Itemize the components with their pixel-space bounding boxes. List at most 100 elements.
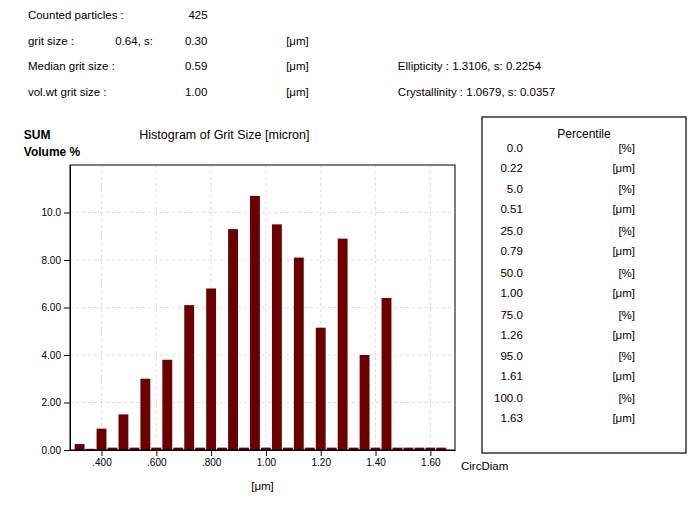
header-text: 0.30 (185, 35, 207, 47)
tick-label: 4.00 (42, 350, 62, 361)
grid (70, 165, 455, 450)
tick: .400 (92, 450, 112, 468)
header-text: grit size : (28, 35, 74, 47)
grid-line-y (70, 355, 455, 356)
tick: 4.00 (42, 350, 70, 361)
header-text: 0.64, s: (115, 35, 153, 47)
tick: 0.00 (42, 445, 70, 456)
grid-line-x (430, 165, 431, 450)
table-cell: 75.0 (500, 309, 522, 321)
table-frame (482, 117, 686, 453)
grid-line-y (70, 402, 455, 403)
grid-line-x (375, 165, 376, 450)
table-cell: [μm] (612, 370, 635, 382)
table-cell: [μm] (612, 287, 635, 299)
header-text: Counted particles : (28, 9, 124, 21)
tick-label: .400 (92, 457, 112, 468)
percentile-table: Percentile0.0[%]0.22[μm]5.0[%]0.51[μm]25… (482, 117, 686, 453)
axis-domain (71, 450, 456, 451)
header-text: [μm] (286, 86, 309, 98)
bar (338, 239, 348, 450)
tick-label: 1.00 (257, 457, 277, 468)
x-label: [μm] (251, 480, 274, 492)
tick: 10.0 (42, 207, 70, 218)
bar (382, 298, 392, 450)
x-axis: .400.600.8001.001.201.401.60 (71, 450, 456, 468)
tick-mark (64, 260, 70, 261)
bar (140, 379, 150, 450)
annotation: SUM (24, 128, 51, 142)
grid-line-x (101, 165, 102, 450)
tick-mark (321, 450, 322, 456)
tick-label: .800 (202, 457, 222, 468)
tick-label: 8.00 (42, 255, 62, 266)
tick-mark (376, 450, 377, 456)
table-cell: 0.22 (500, 162, 522, 174)
grid-line-x (156, 165, 157, 450)
bar (206, 289, 216, 451)
header-text: [μm] (286, 35, 309, 47)
header-text: vol.wt grit size : (28, 86, 107, 98)
y-label: Volume % (24, 145, 81, 159)
table-cell: 95.0 (500, 350, 522, 362)
tick-mark (64, 308, 70, 309)
table-cell: 0.0 (507, 142, 523, 154)
table-cell: 1.26 (500, 329, 522, 341)
tick-mark (64, 450, 70, 451)
grid-line-x (265, 165, 266, 450)
table-cell: 1.00 (500, 287, 522, 299)
table-cell: 25.0 (500, 225, 522, 237)
tick-label: 2.00 (42, 397, 62, 408)
table-cell: [%] (618, 142, 635, 154)
y-axis: 0.00 2.00 4.00 6.00 8.00 10.0 (42, 166, 71, 456)
tick-mark (64, 355, 70, 356)
tick-mark (156, 450, 157, 456)
tick-mark (211, 450, 212, 456)
table-cell: [%] (618, 183, 635, 195)
table-cell: [μm] (612, 162, 635, 174)
table-cell: [%] (618, 309, 635, 321)
table-cell: [%] (618, 267, 635, 279)
header-text: 0.59 (185, 60, 207, 72)
header: Counted particles :425grit size :0.64, s… (28, 9, 555, 98)
tick: 1.40 (366, 450, 386, 468)
header-text: Crystallinity : 1.0679, s: 0.0357 (398, 86, 555, 98)
axis-domain (70, 166, 71, 451)
tick-mark (64, 213, 70, 214)
tick: .600 (147, 450, 167, 468)
bar (119, 414, 129, 450)
tick-mark (430, 450, 431, 456)
tick: 6.00 (42, 302, 70, 313)
bar (272, 224, 282, 450)
bar (294, 258, 304, 450)
bar (184, 305, 194, 450)
tick-mark (102, 450, 103, 456)
tick-label: 6.00 (42, 302, 62, 313)
bar (162, 360, 172, 450)
tick-label: 10.0 (42, 207, 62, 218)
tick-label: 0.00 (42, 445, 62, 456)
title: Histogram of Grit Size [micron] (139, 128, 309, 142)
table-cell: [%] (618, 225, 635, 237)
bar (97, 429, 107, 450)
bar (316, 328, 326, 450)
bar (250, 196, 260, 450)
grid-line-y (70, 307, 455, 308)
table-cell: 0.51 (500, 203, 522, 215)
table-cell: [μm] (612, 203, 635, 215)
table-cell: 1.61 (500, 370, 522, 382)
table-cell: 100.0 (494, 392, 523, 404)
annotation: CircDiam (461, 460, 508, 472)
tick-mark (266, 450, 267, 456)
table-cell: [%] (618, 392, 635, 404)
header-text: [μm] (286, 60, 309, 72)
table-cell: 5.0 (507, 183, 523, 195)
tick-mark (64, 403, 70, 404)
header-text: Median grit size : (28, 60, 115, 72)
tick: 1.20 (311, 450, 331, 468)
plot-frame (70, 165, 455, 450)
grid-line-y (70, 212, 455, 213)
table-cell: [μm] (612, 329, 635, 341)
header-text: Ellipticity : 1.3106, s: 0.2254 (398, 60, 542, 72)
tick: 1.00 (257, 450, 277, 468)
